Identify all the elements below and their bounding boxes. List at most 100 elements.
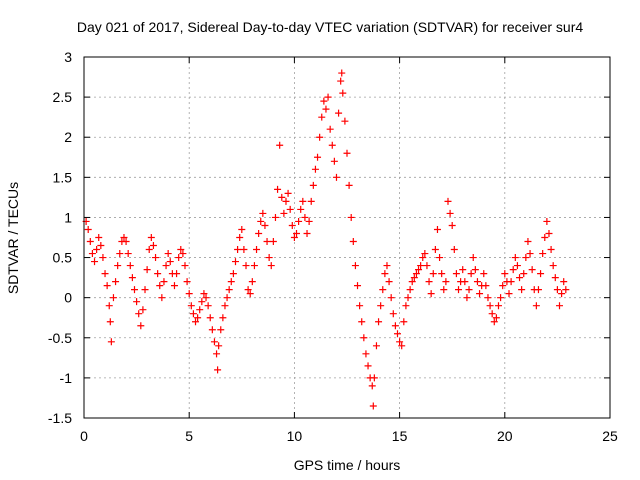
y-tick-label: 0: [64, 290, 72, 306]
data-point-marker: [219, 314, 227, 322]
data-point-marker: [318, 113, 326, 121]
data-point-marker: [400, 318, 408, 326]
x-tick-label: 15: [392, 428, 408, 444]
y-tick-label: 3: [64, 49, 72, 65]
data-point-marker: [316, 133, 324, 141]
data-point-marker: [267, 262, 275, 270]
data-point-marker: [234, 246, 242, 254]
data-point-marker: [370, 374, 378, 382]
data-point-marker: [377, 302, 385, 310]
data-point-marker: [372, 342, 380, 350]
data-point-marker: [513, 262, 521, 270]
data-point-marker: [194, 314, 202, 322]
data-point-marker: [293, 229, 301, 237]
data-point-marker: [183, 278, 191, 286]
data-point-marker: [309, 181, 317, 189]
data-point-marker: [244, 286, 252, 294]
data-point-marker: [415, 266, 423, 274]
data-point-marker: [497, 294, 505, 302]
data-point-marker: [196, 306, 204, 314]
data-point-marker: [181, 262, 189, 270]
data-point-marker: [494, 302, 502, 310]
data-point-marker: [433, 225, 441, 233]
data-point-marker: [204, 302, 212, 310]
data-point-marker: [501, 270, 509, 278]
data-point-marker: [429, 270, 437, 278]
data-point-marker: [343, 149, 351, 157]
data-point-marker: [107, 338, 115, 346]
data-point-marker: [469, 254, 477, 262]
data-point-marker: [335, 109, 343, 117]
data-point-marker: [369, 402, 377, 410]
data-point-marker: [223, 294, 231, 302]
data-point-marker: [290, 234, 298, 241]
data-point-marker: [269, 238, 277, 246]
data-point-marker: [154, 270, 162, 278]
x-tick-label: 10: [287, 428, 303, 444]
x-tick-label: 5: [185, 428, 193, 444]
data-point-marker: [217, 326, 225, 334]
data-point-marker: [103, 282, 111, 290]
data-point-marker: [362, 350, 370, 358]
data-point-marker: [324, 93, 332, 101]
x-axis-ticks: 0 5 10 15 20 25: [80, 57, 618, 444]
data-point-marker: [431, 246, 439, 254]
data-point-marker: [417, 262, 425, 270]
data-point-marker: [541, 234, 549, 241]
data-point-marker: [545, 229, 553, 237]
data-point-marker: [524, 238, 532, 246]
data-point-marker: [158, 294, 166, 302]
data-point-marker: [99, 254, 107, 262]
data-point-marker: [231, 258, 239, 266]
data-point-marker: [450, 246, 458, 254]
data-point-marker: [162, 262, 170, 270]
data-point-marker: [520, 270, 528, 278]
data-point-marker: [311, 165, 319, 173]
data-point-marker: [484, 294, 492, 302]
data-point-marker: [84, 225, 92, 233]
data-point-marker: [271, 213, 279, 221]
data-point-marker: [526, 250, 534, 258]
x-axis-label: GPS time / hours: [294, 457, 401, 473]
data-point-marker: [452, 270, 460, 278]
data-point-marker: [408, 278, 416, 286]
data-point-marker: [149, 242, 157, 250]
y-axis-label: SDTVAR / TECUs: [5, 182, 21, 294]
data-point-marker: [553, 286, 561, 294]
data-point-marker: [518, 286, 526, 294]
data-point-marker: [242, 262, 250, 270]
data-point-marker: [421, 250, 429, 258]
data-point-marker: [130, 286, 138, 294]
data-point-marker: [227, 278, 235, 286]
data-point-marker: [97, 242, 105, 250]
data-point-marker: [189, 310, 197, 318]
data-point-marker: [305, 217, 313, 225]
data-point-marker: [410, 274, 418, 282]
data-point-marker: [539, 250, 547, 258]
data-point-marker: [404, 294, 412, 302]
data-point-marker: [368, 382, 376, 390]
data-point-marker: [210, 338, 218, 346]
data-point-marker: [347, 213, 355, 221]
data-point-marker: [164, 250, 172, 258]
data-point-marker: [499, 282, 507, 290]
data-point-marker: [328, 141, 336, 149]
data-point-marker: [229, 270, 237, 278]
x-tick-label: 0: [80, 428, 88, 444]
data-point-marker: [436, 254, 444, 262]
data-point-marker: [444, 197, 452, 205]
data-point-marker: [105, 302, 113, 310]
data-point-marker: [556, 302, 564, 310]
data-point-marker: [534, 286, 542, 294]
data-point-marker: [488, 310, 496, 318]
data-point-marker: [240, 246, 248, 254]
data-point-marker: [208, 326, 216, 334]
data-point-marker: [137, 322, 145, 330]
data-point-marker: [192, 318, 200, 326]
data-point-marker: [505, 290, 513, 298]
data-point-marker: [198, 298, 206, 306]
data-point-marker: [551, 274, 559, 282]
data-point-marker: [145, 246, 153, 254]
data-point-marker: [423, 262, 431, 270]
